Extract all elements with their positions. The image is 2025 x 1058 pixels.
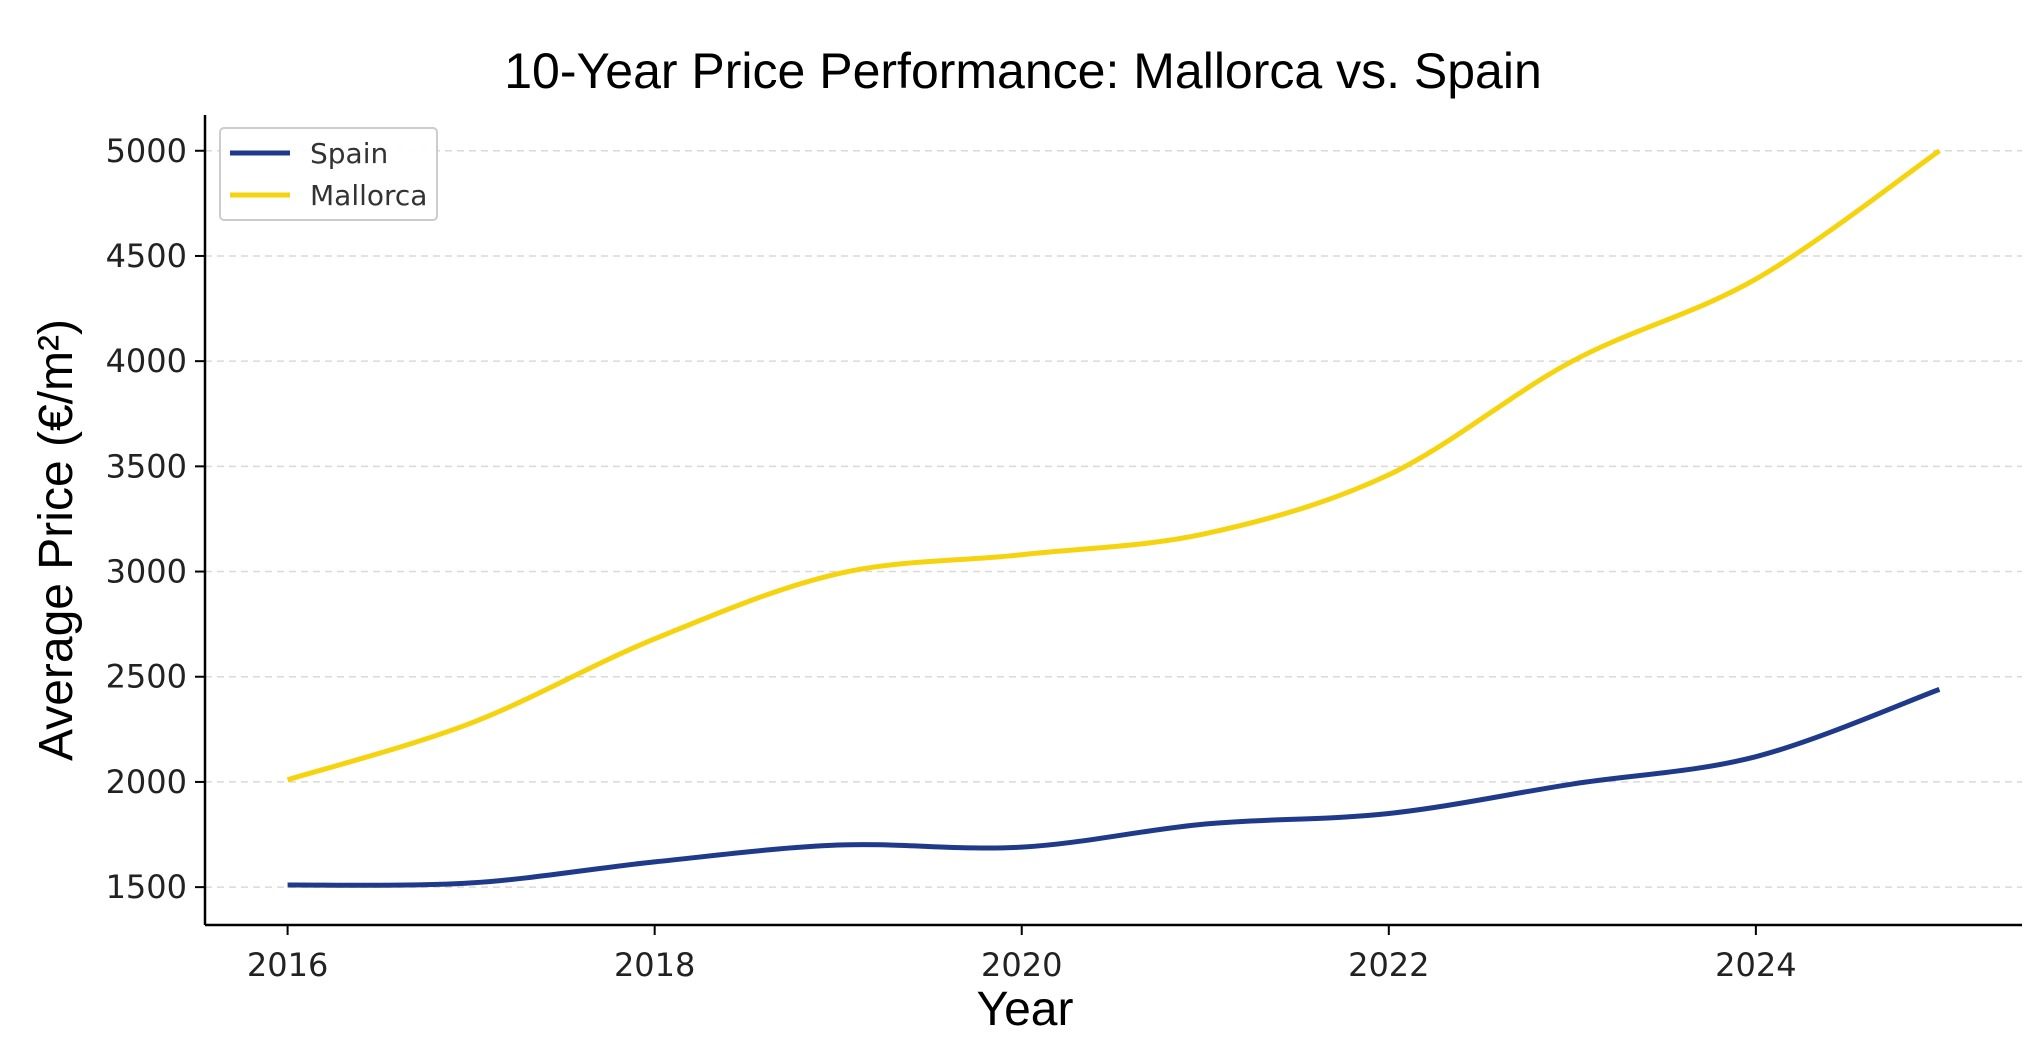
y-tick-label: 2000 [106,763,187,801]
x-axis-ticks: 2016 2018 2020 2022 2024 [247,925,1797,984]
x-tick-label: 2024 [1715,946,1796,984]
x-axis-title: Year [977,983,1074,1036]
series-line-spain [287,687,1941,888]
y-tick-label: 4500 [106,237,187,275]
y-axis-title: Average Price (€/m²) [30,319,83,761]
chart-title: 10-Year Price Performance: Mallorca vs. … [504,43,1542,99]
x-tick-label: 2016 [247,946,328,984]
y-tick-label: 4000 [106,342,187,380]
y-tick-label: 3500 [106,447,187,485]
y-tick-label: 5000 [106,132,187,170]
series-lines [286,148,1941,888]
x-tick-label: 2020 [981,946,1062,984]
legend: Spain Mallorca [219,127,438,221]
y-tick-label: 2500 [106,658,187,696]
y-tick-label: 3000 [106,553,187,591]
y-axis-ticks: 1500 2000 2500 3000 3500 4000 4500 5000 [106,132,205,906]
x-tick-label: 2018 [614,946,695,984]
series-line-mallorca [286,148,1941,783]
grid-lines [205,150,2022,888]
y-tick-label: 1500 [106,868,187,906]
x-tick-label: 2022 [1348,946,1429,984]
legend-label-spain: Spain [310,137,388,170]
legend-label-mallorca: Mallorca [310,179,427,212]
